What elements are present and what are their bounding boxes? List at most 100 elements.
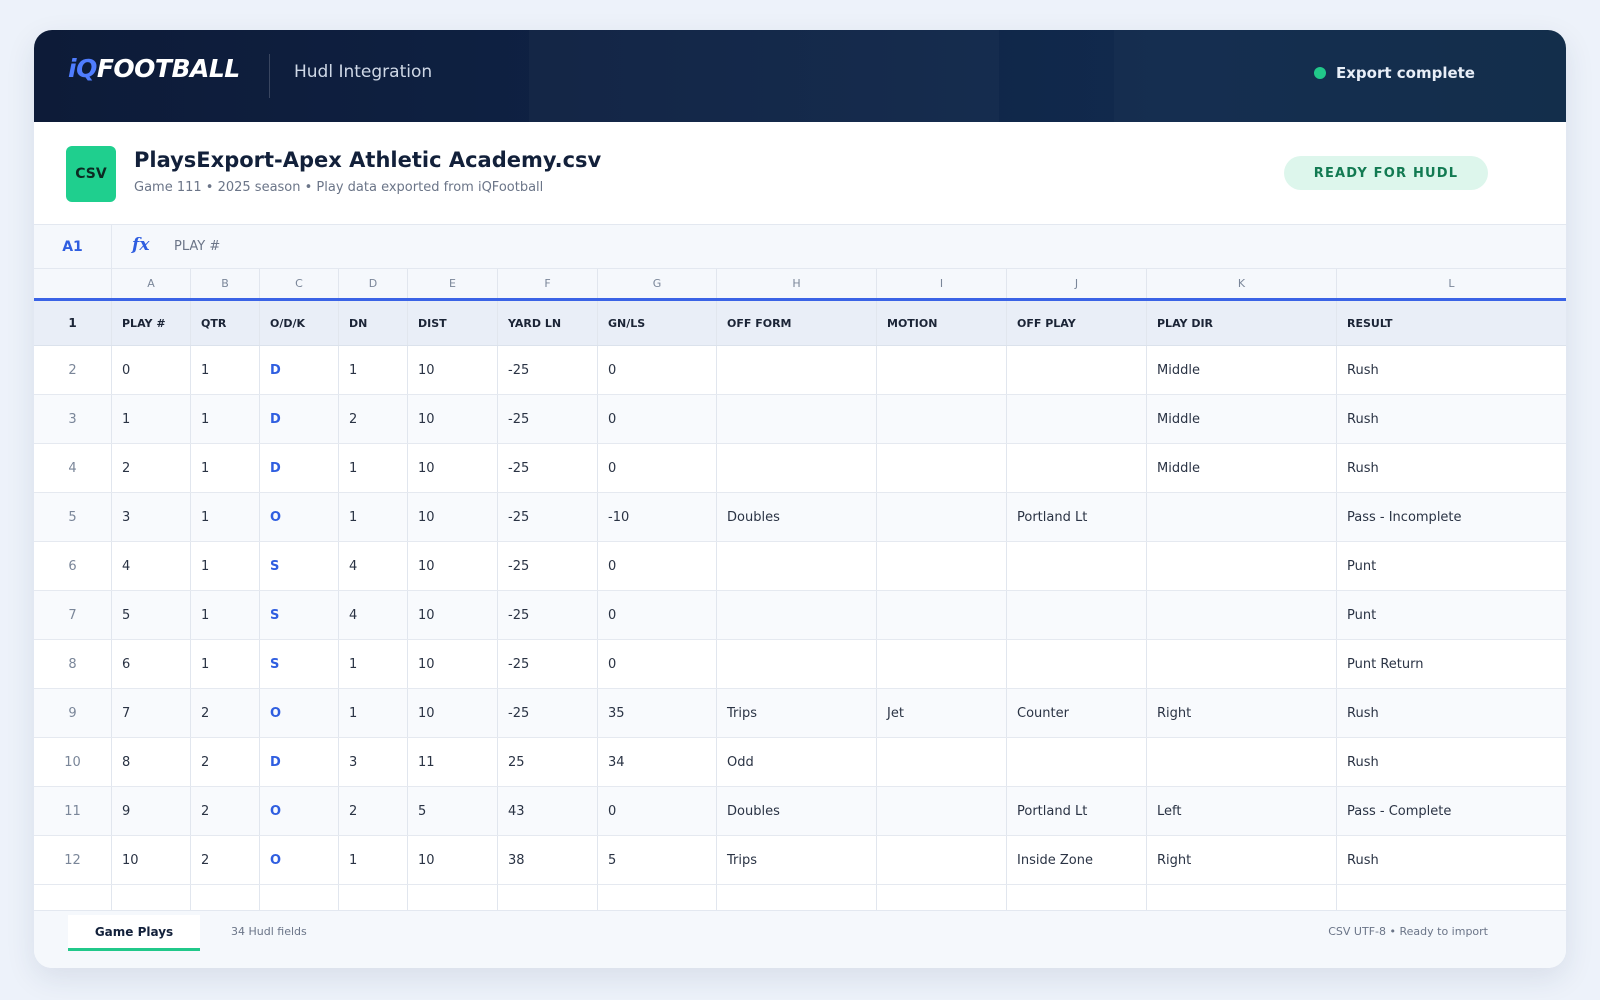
table-cell[interactable] xyxy=(717,395,877,443)
table-cell[interactable] xyxy=(1007,444,1147,492)
table-cell[interactable]: 25 xyxy=(498,738,598,786)
table-cell[interactable]: Trips xyxy=(717,836,877,884)
table-cell[interactable] xyxy=(1007,738,1147,786)
table-cell[interactable]: 5 xyxy=(112,591,191,639)
table-cell[interactable]: 38 xyxy=(498,836,598,884)
column-header[interactable]: MOTION xyxy=(877,301,1007,345)
row-number[interactable]: 7 xyxy=(34,591,112,639)
table-cell[interactable]: Jet xyxy=(877,689,1007,737)
table-cell[interactable]: 10 xyxy=(408,444,498,492)
table-cell[interactable] xyxy=(1147,542,1337,590)
table-cell[interactable] xyxy=(717,640,877,688)
table-cell[interactable] xyxy=(1147,493,1337,541)
table-cell[interactable]: Middle xyxy=(1147,444,1337,492)
empty-cell[interactable] xyxy=(598,885,717,919)
table-cell[interactable] xyxy=(877,640,1007,688)
table-cell[interactable]: Middle xyxy=(1147,346,1337,394)
column-header[interactable]: GN/LS xyxy=(598,301,717,345)
table-cell[interactable] xyxy=(1147,640,1337,688)
table-cell[interactable]: 1 xyxy=(339,640,408,688)
table-cell[interactable] xyxy=(877,542,1007,590)
table-cell[interactable] xyxy=(877,493,1007,541)
table-cell[interactable]: S xyxy=(260,640,339,688)
tab-game-plays[interactable]: Game Plays xyxy=(68,915,200,951)
empty-cell[interactable] xyxy=(112,885,191,919)
table-cell[interactable]: O xyxy=(260,689,339,737)
table-cell[interactable]: Punt xyxy=(1347,607,1377,623)
column-letter[interactable]: K xyxy=(1147,269,1337,298)
column-header[interactable]: OFF FORM xyxy=(717,301,877,345)
table-cell[interactable]: Middle xyxy=(1147,395,1337,443)
table-cell[interactable] xyxy=(1007,346,1147,394)
row-number[interactable]: 3 xyxy=(34,395,112,443)
app-logo[interactable]: iQFOOTBALL xyxy=(68,54,240,83)
column-header[interactable]: PLAY DIR xyxy=(1147,301,1337,345)
table-cell[interactable]: 10 xyxy=(408,493,498,541)
table-cell[interactable]: 2 xyxy=(112,444,191,492)
table-cell[interactable]: 2 xyxy=(339,787,408,835)
table-cell[interactable]: 0 xyxy=(598,640,717,688)
table-cell[interactable]: 34 xyxy=(598,738,717,786)
table-cell[interactable]: 1 xyxy=(339,836,408,884)
table-cell[interactable]: 1 xyxy=(191,493,260,541)
table-cell[interactable]: -25 xyxy=(498,640,598,688)
table-cell[interactable]: 10 xyxy=(408,542,498,590)
table-cell[interactable]: 10 xyxy=(408,640,498,688)
table-cell[interactable]: Punt Return xyxy=(1347,656,1424,672)
table-cell[interactable]: Right xyxy=(1147,689,1337,737)
table-cell[interactable]: 1 xyxy=(191,395,260,443)
table-cell[interactable]: Punt xyxy=(1347,558,1377,574)
cell-reference[interactable]: A1 xyxy=(34,225,112,269)
table-cell[interactable]: Inside Zone xyxy=(1007,836,1147,884)
table-cell[interactable] xyxy=(877,591,1007,639)
formula-input[interactable]: PLAY # xyxy=(174,239,221,254)
empty-cell[interactable] xyxy=(1007,885,1147,919)
table-cell[interactable] xyxy=(877,444,1007,492)
column-header[interactable]: DIST xyxy=(408,301,498,345)
table-cell[interactable] xyxy=(717,591,877,639)
table-cell[interactable]: 9 xyxy=(112,787,191,835)
table-cell[interactable]: 1 xyxy=(339,493,408,541)
table-cell[interactable]: 0 xyxy=(598,444,717,492)
empty-cell[interactable] xyxy=(260,885,339,919)
table-cell[interactable]: 2 xyxy=(191,836,260,884)
empty-cell[interactable] xyxy=(408,885,498,919)
table-cell[interactable]: 10 xyxy=(408,395,498,443)
table-cell[interactable]: -25 xyxy=(498,395,598,443)
table-cell[interactable]: Rush xyxy=(1347,460,1379,476)
table-cell[interactable] xyxy=(1007,640,1147,688)
table-cell[interactable]: 1 xyxy=(191,346,260,394)
table-cell[interactable]: 35 xyxy=(598,689,717,737)
table-cell[interactable]: 1 xyxy=(191,640,260,688)
table-cell[interactable]: -25 xyxy=(498,346,598,394)
table-cell[interactable] xyxy=(1007,542,1147,590)
table-cell[interactable]: 10 xyxy=(408,346,498,394)
table-cell[interactable]: 5 xyxy=(598,836,717,884)
select-all-corner[interactable] xyxy=(34,269,112,298)
table-cell[interactable]: D xyxy=(260,738,339,786)
table-cell[interactable]: 1 xyxy=(191,444,260,492)
table-cell[interactable]: Right xyxy=(1147,836,1337,884)
table-cell[interactable] xyxy=(1147,738,1337,786)
table-cell[interactable]: Rush xyxy=(1347,362,1379,378)
column-letter[interactable]: B xyxy=(191,269,260,298)
table-cell[interactable]: 2 xyxy=(191,738,260,786)
table-cell[interactable]: -10 xyxy=(598,493,717,541)
row-number[interactable]: 5 xyxy=(34,493,112,541)
table-cell[interactable]: -25 xyxy=(498,542,598,590)
table-cell[interactable]: 10 xyxy=(112,836,191,884)
table-cell[interactable]: 2 xyxy=(191,787,260,835)
table-cell[interactable]: -25 xyxy=(498,591,598,639)
table-cell[interactable]: 1 xyxy=(339,346,408,394)
table-cell[interactable]: 6 xyxy=(112,640,191,688)
table-cell[interactable]: -25 xyxy=(498,444,598,492)
column-letter[interactable]: A xyxy=(112,269,191,298)
table-cell[interactable]: 5 xyxy=(408,787,498,835)
table-cell[interactable]: 2 xyxy=(191,689,260,737)
row-number[interactable]: 10 xyxy=(34,738,112,786)
table-cell[interactable]: Doubles xyxy=(717,787,877,835)
table-cell[interactable]: 8 xyxy=(112,738,191,786)
table-cell[interactable]: Rush xyxy=(1347,411,1379,427)
table-cell[interactable]: D xyxy=(260,346,339,394)
table-cell[interactable]: Rush xyxy=(1347,705,1379,721)
